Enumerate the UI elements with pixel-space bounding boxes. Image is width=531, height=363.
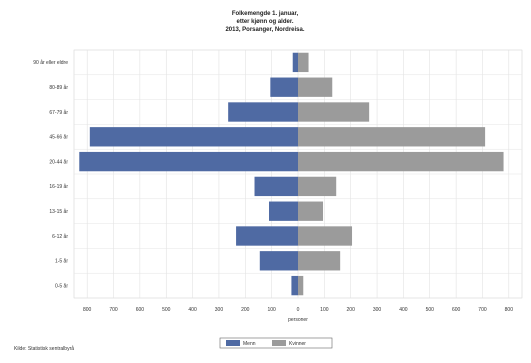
bar-menn xyxy=(89,127,298,147)
chart-title-line-3: 2013, Porsanger, Nordreisa. xyxy=(225,27,304,33)
y-tick-label: 13-15 år xyxy=(49,208,68,215)
y-axis-labels: 0-5 år 1-5 år 6-12 år 13-15 år 16-19 år 20-44… xyxy=(33,59,68,289)
legend: Menn Kvinner xyxy=(219,337,333,349)
bar-kvinner xyxy=(298,52,309,73)
bar-menn xyxy=(269,201,298,221)
bar-menn xyxy=(259,251,298,271)
y-tick-label: 45-66 år xyxy=(49,134,68,141)
x-tick-label: 400 xyxy=(188,307,197,313)
x-tick-label: 800 xyxy=(83,307,92,313)
x-tick-label: 800 xyxy=(505,307,514,313)
x-tick-label: 200 xyxy=(347,307,356,313)
y-tick-label: 1-5 år xyxy=(55,258,68,265)
bar-menn xyxy=(292,52,298,73)
x-tick-label: 400 xyxy=(399,307,408,313)
x-tick-label: 700 xyxy=(478,307,487,313)
x-axis-title: personer xyxy=(288,317,308,323)
x-tick-label: 200 xyxy=(241,307,250,313)
legend-swatch-menn xyxy=(226,340,240,346)
y-tick-label: 90 år eller eldre xyxy=(33,59,68,66)
y-tick-label: 67-79 år xyxy=(49,109,68,116)
bar-menn xyxy=(228,102,298,122)
legend-swatch-kvinner xyxy=(272,340,286,346)
x-tick-label: 100 xyxy=(320,307,329,313)
bar-kvinner xyxy=(298,127,486,147)
bar-kvinner xyxy=(298,176,337,197)
x-tick-label: 100 xyxy=(267,307,276,313)
x-tick-label: 300 xyxy=(373,307,382,313)
y-tick-label: 6-12 år xyxy=(52,233,68,240)
x-tick-label: 500 xyxy=(162,307,171,313)
y-tick-label: 80-89 år xyxy=(49,84,68,91)
bar-kvinner xyxy=(298,251,341,271)
x-tick-label: 500 xyxy=(426,307,435,313)
bar-kvinner xyxy=(298,226,353,246)
x-tick-label: 0 xyxy=(297,307,300,313)
bar-menn xyxy=(291,275,298,296)
bar-kvinner xyxy=(298,77,333,97)
bar-menn xyxy=(79,151,298,172)
x-tick-label: 600 xyxy=(452,307,461,313)
x-tick-label: 700 xyxy=(109,307,118,313)
source-note: Kilde: Statistisk sentralbyrå xyxy=(14,346,75,352)
x-tick-label: 300 xyxy=(215,307,224,313)
chart-title-line-2: etter kjønn og alder. xyxy=(236,19,293,25)
bar-menn xyxy=(270,77,298,97)
chart-title-line-1: Folkemengde 1. januar, xyxy=(232,11,299,17)
legend-label-menn: Menn xyxy=(243,341,256,347)
y-tick-label: 16-19 år xyxy=(49,183,68,190)
y-tick-label: 20-44 år xyxy=(49,158,68,165)
bar-kvinner xyxy=(298,102,370,122)
x-axis-labels: 800 700 600 500 400 300 200 100 0 100 200 300 400 500… xyxy=(83,307,513,313)
x-tick-label: 600 xyxy=(136,307,145,313)
bar-kvinner xyxy=(298,275,304,296)
bars xyxy=(79,52,504,296)
bar-menn xyxy=(236,226,298,246)
bar-kvinner xyxy=(298,151,504,172)
y-tick-label: 0-5 år xyxy=(55,282,68,289)
bar-kvinner xyxy=(298,201,324,221)
legend-label-kvinner: Kvinner xyxy=(289,341,306,347)
chart-title: Folkemengde 1. januar, etter kjønn og al… xyxy=(225,11,304,33)
bar-menn xyxy=(254,176,298,197)
